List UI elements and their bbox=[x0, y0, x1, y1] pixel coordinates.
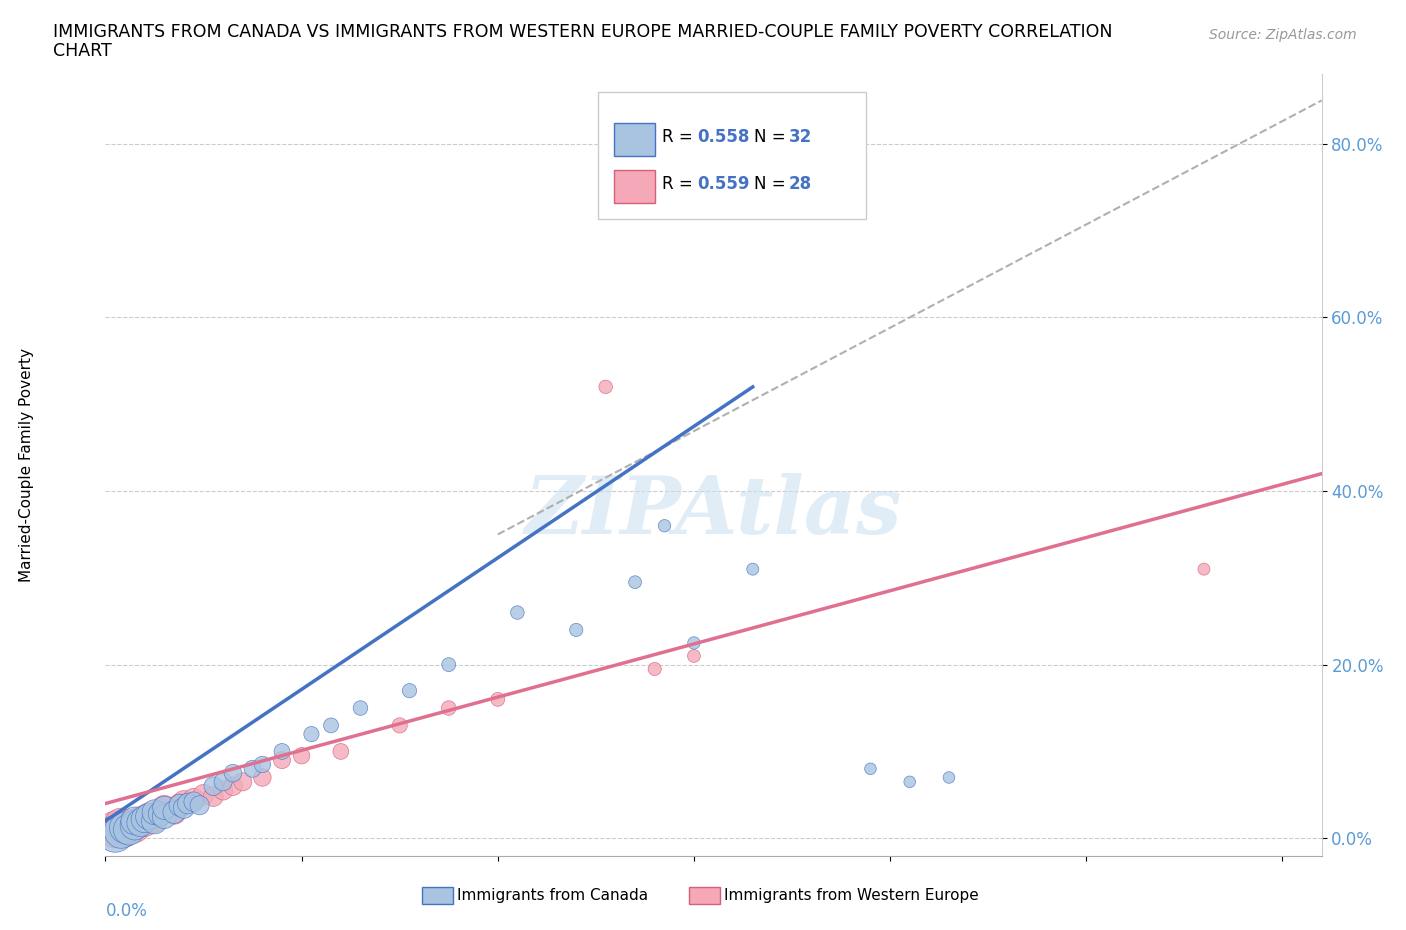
Point bbox=[169, 798, 191, 813]
Text: R =: R = bbox=[662, 175, 699, 193]
Point bbox=[177, 796, 200, 811]
Point bbox=[291, 749, 314, 764]
Text: R =: R = bbox=[662, 128, 699, 146]
Point bbox=[741, 562, 763, 577]
Point bbox=[143, 804, 166, 819]
Text: Married-Couple Family Poverty: Married-Couple Family Poverty bbox=[18, 348, 34, 582]
Point bbox=[110, 817, 132, 832]
Point bbox=[138, 809, 160, 824]
Point bbox=[134, 816, 156, 830]
Text: 0.0%: 0.0% bbox=[105, 902, 148, 921]
Point bbox=[624, 575, 647, 590]
Point bbox=[388, 718, 411, 733]
Point bbox=[683, 635, 706, 650]
Point bbox=[104, 827, 127, 842]
Point bbox=[114, 824, 136, 839]
Text: IMMIGRANTS FROM CANADA VS IMMIGRANTS FROM WESTERN EUROPE MARRIED-COUPLE FAMILY P: IMMIGRANTS FROM CANADA VS IMMIGRANTS FRO… bbox=[53, 23, 1114, 41]
FancyBboxPatch shape bbox=[598, 92, 866, 219]
Text: CHART: CHART bbox=[53, 42, 112, 60]
Point bbox=[252, 770, 274, 785]
Point bbox=[595, 379, 617, 394]
Point bbox=[118, 817, 141, 832]
Point bbox=[118, 822, 141, 837]
Point bbox=[232, 775, 254, 790]
Point bbox=[565, 622, 588, 637]
Point bbox=[299, 726, 322, 741]
Point bbox=[683, 648, 706, 663]
Point bbox=[149, 806, 172, 821]
Point bbox=[129, 816, 152, 830]
Point bbox=[143, 812, 166, 827]
Point bbox=[153, 809, 176, 824]
FancyBboxPatch shape bbox=[614, 169, 655, 203]
Text: ZIPAtlas: ZIPAtlas bbox=[524, 473, 903, 551]
Point bbox=[202, 790, 225, 804]
Point bbox=[859, 762, 882, 777]
Text: 28: 28 bbox=[789, 175, 813, 193]
Point bbox=[188, 798, 211, 813]
Text: N =: N = bbox=[754, 128, 790, 146]
Point bbox=[398, 684, 420, 698]
Text: 32: 32 bbox=[789, 128, 813, 146]
Point bbox=[271, 744, 294, 759]
Point bbox=[173, 794, 195, 809]
Point bbox=[319, 718, 342, 733]
Point bbox=[222, 778, 245, 793]
Point bbox=[329, 744, 352, 759]
Point bbox=[271, 752, 294, 767]
Text: Source: ZipAtlas.com: Source: ZipAtlas.com bbox=[1209, 28, 1357, 42]
Point bbox=[104, 822, 127, 837]
Point bbox=[654, 518, 676, 533]
Point bbox=[163, 804, 186, 819]
Point bbox=[149, 804, 172, 819]
Point bbox=[437, 658, 460, 672]
Point bbox=[173, 801, 195, 816]
Point bbox=[153, 801, 176, 816]
Point bbox=[138, 809, 160, 824]
Point bbox=[212, 775, 235, 790]
Text: Immigrants from Canada: Immigrants from Canada bbox=[457, 888, 648, 903]
Point bbox=[212, 783, 235, 798]
Point bbox=[437, 700, 460, 715]
Point bbox=[506, 605, 529, 620]
Point bbox=[252, 757, 274, 772]
Point bbox=[124, 817, 146, 832]
Point bbox=[114, 820, 136, 835]
Point bbox=[124, 814, 146, 829]
Point bbox=[938, 770, 960, 785]
Point bbox=[349, 700, 371, 715]
Point bbox=[183, 791, 205, 806]
Point bbox=[153, 801, 176, 816]
Point bbox=[486, 692, 509, 707]
Point bbox=[202, 778, 225, 793]
Point bbox=[129, 814, 152, 829]
Point bbox=[1192, 562, 1215, 577]
Point bbox=[898, 775, 921, 790]
FancyBboxPatch shape bbox=[614, 123, 655, 155]
Point bbox=[242, 762, 264, 777]
Point bbox=[644, 661, 666, 676]
Point bbox=[110, 824, 132, 839]
Point bbox=[134, 812, 156, 827]
Point bbox=[163, 804, 186, 819]
Text: N =: N = bbox=[754, 175, 790, 193]
Point bbox=[124, 820, 146, 835]
Point bbox=[193, 788, 215, 803]
Point bbox=[222, 765, 245, 780]
Text: 0.559: 0.559 bbox=[697, 175, 751, 193]
Point bbox=[143, 814, 166, 829]
Point bbox=[169, 798, 191, 813]
Text: 0.558: 0.558 bbox=[697, 128, 751, 146]
Point bbox=[183, 794, 205, 809]
Text: Immigrants from Western Europe: Immigrants from Western Europe bbox=[724, 888, 979, 903]
